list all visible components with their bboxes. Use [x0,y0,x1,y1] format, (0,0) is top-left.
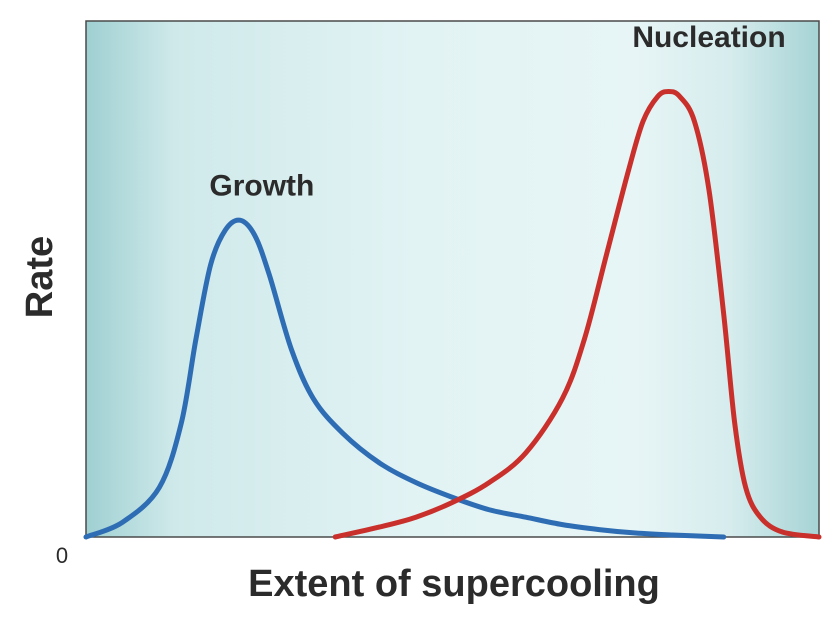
y-tick-label: 0 [56,543,68,568]
series-line-growth [83,217,727,540]
series-layer [83,89,822,540]
plot-area [85,20,820,538]
series-line-nucleation [332,89,822,540]
curve-label-nucleation: Nucleation [632,21,785,54]
curve-label-growth: Growth [209,170,314,203]
annotation-layer: Growth Nucleation [209,21,785,203]
x-axis-title: Extent of supercooling [248,563,660,605]
y-axis-title: Rate [19,236,61,318]
